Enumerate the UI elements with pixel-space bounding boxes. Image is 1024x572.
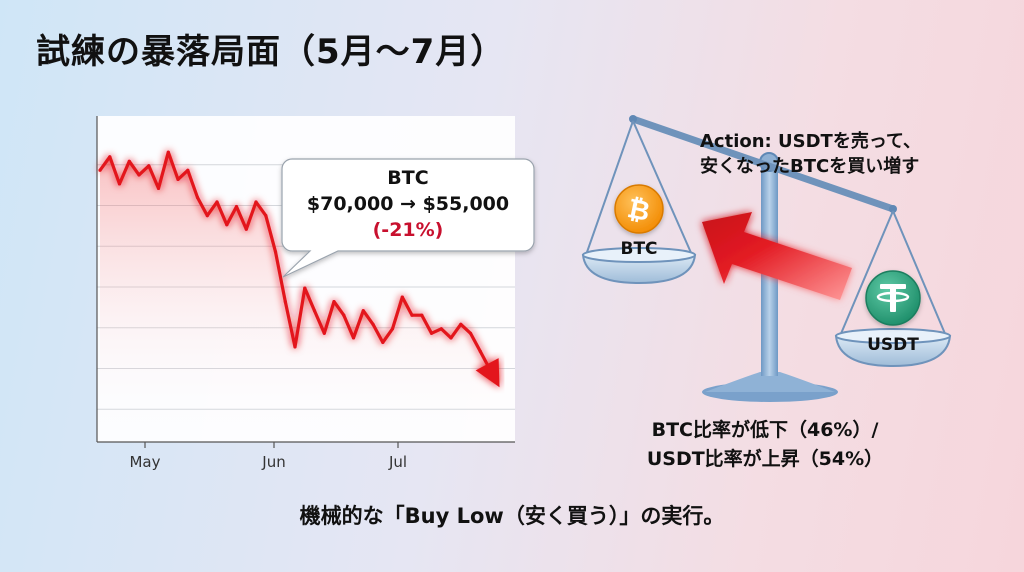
btc-pan-label: BTC (620, 239, 657, 259)
price-point (117, 182, 122, 186)
price-point (361, 309, 365, 313)
price-point (410, 313, 414, 317)
price-point (205, 214, 209, 218)
ratio-note: BTC比率が低下（46%）/ USDT比率が上昇（54%） (600, 416, 930, 474)
price-point (312, 309, 317, 313)
price-point (283, 300, 287, 304)
balance-scale: ₿ BTC USDT (581, 115, 952, 402)
price-point (127, 159, 131, 163)
x-tick-label: May (129, 453, 160, 471)
price-point (176, 177, 180, 181)
price-point (449, 336, 453, 340)
price-point (429, 331, 434, 335)
price-point (156, 186, 161, 190)
action-note: Action: USDTを売って、 安くなったBTCを買い増す (700, 129, 1000, 179)
price-point (215, 200, 219, 204)
price-point (273, 250, 278, 254)
price-point (234, 205, 239, 209)
callout-percent: (-21%) (372, 219, 444, 241)
price-point (332, 300, 336, 304)
price-point (225, 223, 229, 227)
price-point (371, 322, 375, 326)
price-point (400, 295, 404, 299)
price-point (351, 336, 356, 340)
page-title: 試練の暴落局面（5月〜7月） (36, 32, 506, 72)
callout-price-change: $70,000 → $55,000 (306, 193, 510, 215)
callout-asset: BTC (387, 167, 429, 189)
price-point (166, 150, 170, 154)
tether-icon (865, 270, 921, 326)
x-tick-label: Jun (261, 453, 285, 471)
price-point (468, 331, 473, 335)
x-tick-label: Jul (388, 453, 407, 471)
price-point (137, 173, 141, 177)
price-callout-bubble (281, 158, 535, 278)
price-point (478, 349, 482, 353)
price-point (98, 168, 102, 172)
scale-beam (629, 115, 897, 213)
bitcoin-icon: ₿ (614, 184, 664, 234)
price-point (381, 340, 385, 344)
action-line-2: 安くなったBTCを買い増す (700, 156, 920, 177)
price-callout: BTC $70,000 → $55,000 (-21%) (282, 159, 534, 251)
x-ticks: May Jun Jul (129, 442, 407, 471)
price-point (244, 227, 248, 231)
price-point (342, 313, 346, 317)
price-point (195, 195, 200, 200)
price-point (322, 331, 326, 335)
price-point (108, 155, 112, 159)
ratio-line-2: USDT比率が上昇（54%） (646, 448, 884, 470)
price-point (147, 164, 151, 168)
btc-pan (581, 247, 697, 285)
price-area (100, 152, 490, 442)
price-points (98, 150, 492, 372)
price-point (390, 327, 395, 331)
ratio-line-1: BTC比率が低下（46%）/ (651, 419, 879, 441)
scale-base-top (705, 372, 835, 392)
price-point (186, 168, 190, 172)
price-point (420, 313, 424, 317)
price-point (439, 327, 443, 331)
price-point (254, 200, 258, 204)
usdt-pan (834, 328, 952, 368)
usdt-pan-label: USDT (867, 335, 919, 355)
price-point (293, 345, 297, 349)
price-point (303, 286, 307, 290)
price-point (459, 322, 463, 326)
down-arrow-icon (475, 358, 500, 388)
footer-caption: 機械的な「Buy Low（安く買う）」の実行。 (299, 504, 725, 528)
action-line-1: Action: USDTを売って、 (700, 131, 922, 152)
price-point (264, 214, 268, 218)
transfer-arrow-icon (702, 212, 852, 300)
